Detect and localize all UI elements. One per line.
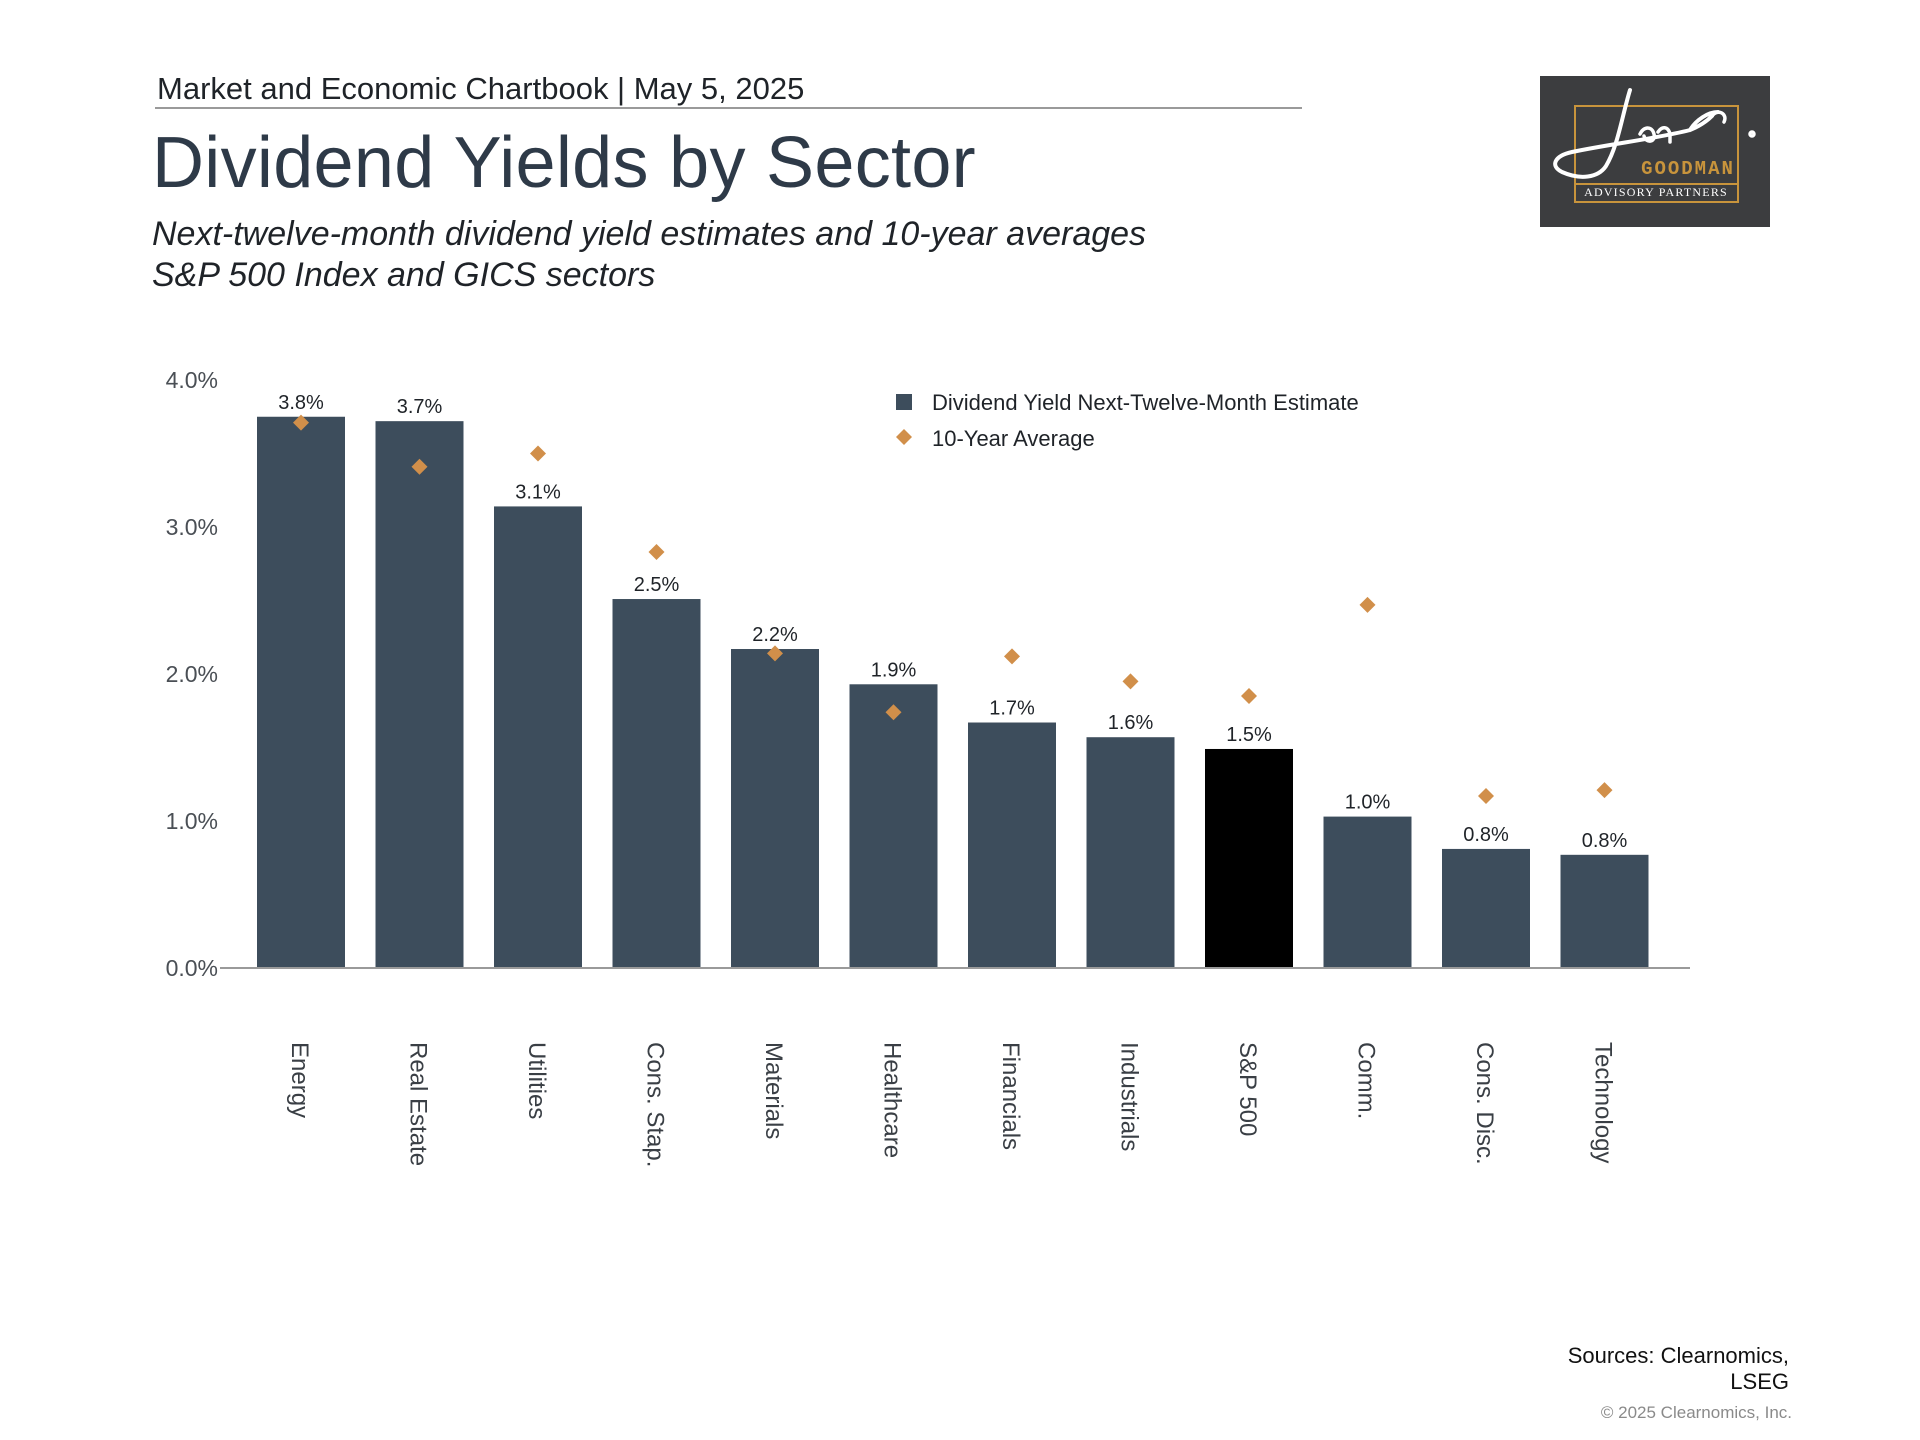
bar-utilities xyxy=(494,506,582,968)
y-tick-label: 2.0% xyxy=(166,661,218,687)
legend-diamond-swatch xyxy=(896,429,912,445)
y-tick-label: 3.0% xyxy=(166,514,218,540)
chart-subtitle-line2: S&P 500 Index and GICS sectors xyxy=(152,256,656,294)
company-logo: GOODMAN ADVISORY PARTNERS xyxy=(1540,76,1770,227)
x-tick-label: Utilities xyxy=(523,1042,550,1119)
bar-s-p-500 xyxy=(1205,748,1293,968)
bar-value-label: 2.5% xyxy=(634,574,680,596)
sources-line2: LSEG xyxy=(1730,1369,1789,1394)
bar-technology xyxy=(1560,854,1649,968)
logo-graphic: GOODMAN ADVISORY PARTNERS xyxy=(1553,88,1756,203)
bar-value-label: 1.5% xyxy=(1226,724,1272,746)
y-axis-labels: 0.0% 1.0% 2.0% 3.0% 4.0% xyxy=(166,367,218,981)
ten-year-average-point xyxy=(648,543,665,560)
x-tick-label: Materials xyxy=(760,1042,787,1139)
bar-cons-disc- xyxy=(1442,848,1530,968)
legend-bar-swatch xyxy=(896,394,912,410)
bar-healthcare xyxy=(849,684,938,968)
ten-year-average-point xyxy=(293,414,309,431)
ten-year-average-point xyxy=(1478,788,1494,805)
ten-year-average-point xyxy=(411,458,428,475)
y-tick-label: 4.0% xyxy=(166,367,218,393)
bar-materials xyxy=(731,649,819,968)
y-tick-label: 0.0% xyxy=(166,955,218,981)
x-tick-label: Energy xyxy=(286,1042,313,1118)
page-title: Dividend Yields by Sector xyxy=(152,123,976,203)
bar-value-label: 1.0% xyxy=(1345,792,1391,814)
x-tick-label: Financials xyxy=(997,1042,1024,1150)
ten-year-average-point xyxy=(1359,596,1376,613)
ten-year-average-point xyxy=(1241,688,1257,705)
bar-value-label: 1.9% xyxy=(871,659,917,681)
x-tick-label: S&P 500 xyxy=(1234,1042,1261,1136)
bar-cons-stap- xyxy=(612,599,701,968)
ten-year-average-point xyxy=(885,704,902,721)
x-tick-label: Healthcare xyxy=(879,1042,906,1158)
bar-industrials xyxy=(1086,737,1175,968)
bar-value-label: 3.7% xyxy=(397,396,443,418)
bar-comm- xyxy=(1323,816,1412,968)
bar-value-label: 1.7% xyxy=(989,698,1035,720)
ten-year-average-point xyxy=(1596,782,1613,799)
logo-tagline-text: ADVISORY PARTNERS xyxy=(1584,185,1728,199)
ten-year-average-point xyxy=(767,645,783,662)
copyright-note: © 2025 Clearnomics, Inc. xyxy=(1600,1403,1792,1422)
ten-year-average-point xyxy=(1122,673,1139,690)
logo-frame xyxy=(1574,105,1739,203)
ten-year-average-point xyxy=(1004,648,1020,665)
bar-value-label: 0.8% xyxy=(1463,824,1509,846)
legend-marker-label: 10-Year Average xyxy=(932,426,1095,451)
x-axis-labels: Energy Real Estate Utilities Cons. Stap. Mat… xyxy=(286,1042,1617,1167)
ten-year-average-series xyxy=(293,414,1613,805)
bar-value-label: 0.8% xyxy=(1582,830,1628,852)
ten-year-average-point xyxy=(530,445,546,462)
x-tick-label: Technology xyxy=(1590,1042,1617,1163)
bar-value-label: 2.2% xyxy=(752,624,798,646)
x-tick-label: Cons. Stap. xyxy=(642,1042,669,1167)
chart-legend: Dividend Yield Next-Twelve-Month Estimat… xyxy=(896,390,1359,451)
x-tick-label: Real Estate xyxy=(405,1042,432,1166)
bar-data-labels: 3.8% 3.7% 3.1% 2.5% 2.2% 1.9% 1.7% 1.6% 1.5% 1.0%… xyxy=(278,392,1627,852)
bar-value-label: 1.6% xyxy=(1108,712,1154,734)
bar-energy xyxy=(257,416,345,968)
x-tick-label: Comm. xyxy=(1353,1042,1380,1119)
bar-financials xyxy=(968,722,1056,968)
chart-subtitle-line1: Next-twelve-month dividend yield estimat… xyxy=(152,215,1147,253)
x-tick-label: Cons. Disc. xyxy=(1471,1042,1498,1165)
legend-bar-label: Dividend Yield Next-Twelve-Month Estimat… xyxy=(932,390,1359,415)
bar-value-label: 3.1% xyxy=(515,481,561,503)
x-tick-label: Industrials xyxy=(1116,1042,1143,1151)
bar-value-label: 3.8% xyxy=(278,392,324,414)
bar-real-estate xyxy=(375,421,464,968)
header-divider xyxy=(155,107,1302,109)
sources-line1: Sources: Clearnomics, xyxy=(1567,1343,1789,1368)
logo-brand-text: GOODMAN xyxy=(1641,158,1735,180)
bar-series xyxy=(257,416,1649,968)
chartbook-header: Market and Economic Chartbook | May 5, 2… xyxy=(157,71,805,106)
sources-note: Sources: Clearnomics, LSEG xyxy=(1568,1343,1789,1395)
y-tick-label: 1.0% xyxy=(166,808,218,834)
signature-letters xyxy=(1638,110,1756,144)
